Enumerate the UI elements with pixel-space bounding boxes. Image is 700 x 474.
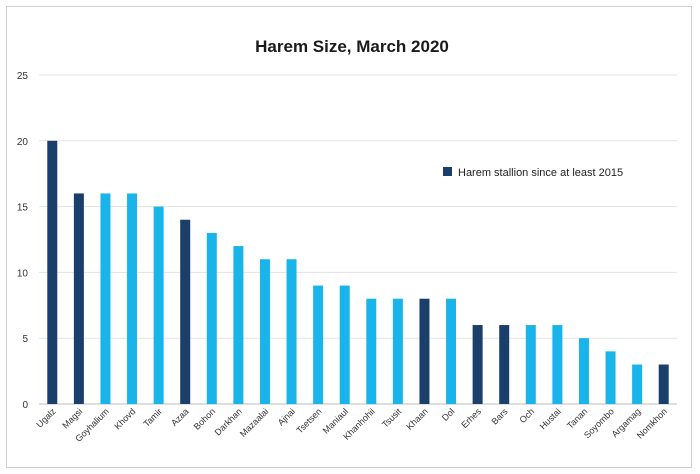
legend: Harem stallion since at least 2015	[443, 167, 623, 179]
x-tick-label: Mazaalai	[238, 406, 271, 439]
x-tick-label: Erhes	[459, 406, 483, 430]
y-tick-label: 20	[17, 137, 29, 148]
legend-label: Harem stallion since at least 2015	[458, 167, 623, 179]
x-tick-label: Och	[517, 406, 536, 425]
bar-mazaalai	[259, 259, 270, 404]
x-tick-label: Ajnai	[276, 406, 297, 427]
x-tick-label: Tamir	[141, 406, 164, 429]
legend-swatch	[443, 167, 452, 176]
x-tick-label: Tanan	[565, 406, 589, 430]
bar-azaa	[180, 219, 191, 404]
chart-frame: Harem Size, March 2020 0 5 10 15 20 25 Ugalz M…	[6, 6, 692, 468]
bar-bohon	[206, 232, 217, 404]
bar-darkhan	[233, 246, 244, 404]
x-tick-label: Tsusit	[380, 406, 404, 430]
y-tick-label: 25	[17, 71, 29, 82]
x-tick-label: Khovd	[112, 406, 137, 431]
x-tick-label: Bohon	[192, 406, 217, 431]
bar-goyhalium	[100, 193, 111, 404]
x-tick-label: Bars	[489, 406, 510, 427]
x-tick-label: Ugalz	[34, 406, 58, 430]
x-tick-label: Azaa	[169, 406, 191, 428]
y-axis: 0 5 10 15 20 25	[17, 71, 29, 411]
bar-soyombo	[605, 351, 616, 404]
bars	[47, 140, 669, 405]
bar-ugalz	[47, 140, 58, 405]
bar-magsi	[73, 193, 84, 404]
bar-dol	[446, 298, 457, 404]
y-tick-label: 15	[17, 203, 29, 214]
bar-tanan	[578, 338, 589, 404]
bar-tsetsen	[313, 285, 324, 404]
bar-hustai	[552, 325, 563, 404]
bar-maniaul	[339, 285, 350, 404]
x-tick-label: Magsi	[60, 406, 84, 430]
x-tick-label: Khaan	[404, 406, 429, 431]
bar-argamag	[632, 364, 643, 404]
bar-ajnai	[286, 259, 297, 404]
y-tick-label: 10	[17, 268, 29, 279]
bar-khanhohii	[366, 298, 377, 404]
bar-nomkhon	[658, 364, 669, 404]
x-tick-label: Dol	[440, 406, 457, 423]
x-tick-label: Hustai	[538, 406, 563, 431]
y-tick-label: 0	[22, 400, 28, 411]
bar-tamir	[153, 206, 164, 404]
gridlines	[39, 74, 677, 405]
bar-erhes	[472, 325, 483, 404]
y-tick-label: 5	[22, 334, 28, 345]
bar-khovd	[127, 193, 138, 404]
bar-och	[525, 325, 536, 404]
bar-tsusit	[392, 298, 403, 404]
bar-khaan	[419, 298, 430, 404]
x-tick-label: Tsetsen	[295, 406, 324, 435]
chart-title: Harem Size, March 2020	[255, 37, 449, 56]
bar-bars	[499, 325, 510, 404]
